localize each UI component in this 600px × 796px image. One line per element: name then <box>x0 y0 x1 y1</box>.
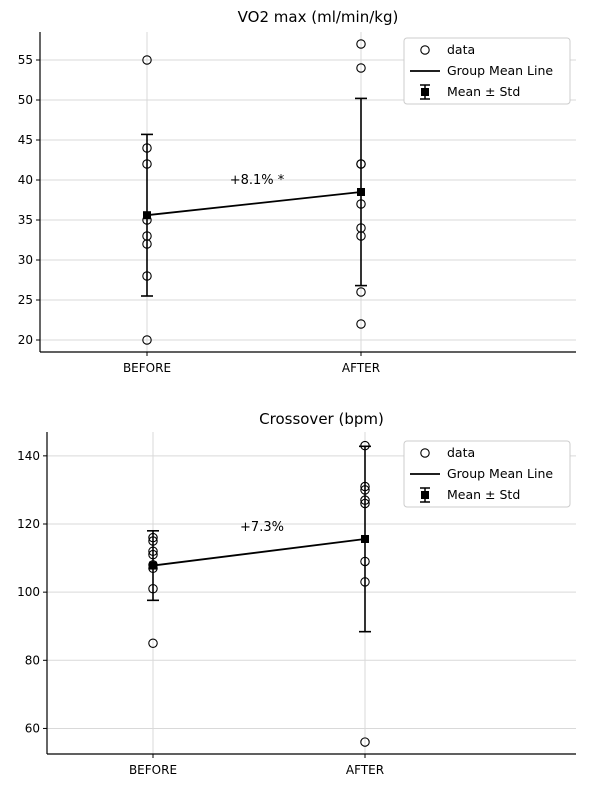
data-point <box>356 39 366 49</box>
mean-marker <box>357 188 365 196</box>
data-point <box>356 319 366 329</box>
chart-title: Crossover (bpm) <box>259 410 384 428</box>
y-tick-label: 50 <box>18 93 33 107</box>
x-tick-label: BEFORE <box>123 361 171 375</box>
legend-label: data <box>447 445 475 460</box>
legend-box <box>403 37 571 105</box>
y-tick-label: 140 <box>17 449 40 463</box>
vo2max-chart: VO2 max (ml/min/kg) 20 25 30 35 40 45 50 55 BEFOR… <box>18 8 576 375</box>
percent-change-annotation: +8.1% * <box>230 173 285 188</box>
data-point <box>360 737 370 747</box>
x-tick-label: BEFORE <box>129 763 177 777</box>
legend-label: data <box>447 42 475 57</box>
y-tick-label: 40 <box>18 173 33 187</box>
legend-mean-symbol <box>421 88 429 96</box>
mean-marker <box>149 561 157 570</box>
percent-change-annotation: +7.3% <box>240 520 284 535</box>
y-tick-label: 25 <box>18 293 33 307</box>
y-tick-label: 30 <box>18 253 33 267</box>
legend-box <box>403 440 571 508</box>
legend-mean-symbol <box>421 491 429 499</box>
x-tick-label: AFTER <box>346 763 384 777</box>
data-point <box>356 287 366 297</box>
legend-data-symbol <box>420 45 430 55</box>
data-point <box>356 63 366 73</box>
mean-marker <box>361 534 369 543</box>
legend: data Group Mean Line Mean ± Std <box>403 37 571 105</box>
y-tick-label: 45 <box>18 133 33 147</box>
legend-label: Mean ± Std <box>447 84 520 99</box>
y-tick-label: 120 <box>17 517 40 531</box>
data-point <box>142 335 152 345</box>
mean-marker <box>143 211 151 220</box>
y-tick-label: 35 <box>18 213 33 227</box>
legend-label: Group Mean Line <box>447 63 553 78</box>
y-tick-label: 80 <box>25 653 40 667</box>
crossover-chart: Crossover (bpm) 60 80 100 120 140 BEFORE AFTER +… <box>17 410 576 777</box>
chart-title: VO2 max (ml/min/kg) <box>238 8 399 26</box>
group-mean-line <box>152 538 366 567</box>
legend-data-symbol <box>420 448 430 458</box>
y-tick-label: 60 <box>25 721 40 735</box>
legend-label: Group Mean Line <box>447 466 553 481</box>
legend: data Group Mean Line Mean ± Std <box>403 440 571 508</box>
y-tick-label: 100 <box>17 585 40 599</box>
legend-label: Mean ± Std <box>447 487 520 502</box>
y-tick-label: 55 <box>18 53 33 67</box>
data-point <box>148 638 158 649</box>
data-point <box>142 55 152 65</box>
x-tick-label: AFTER <box>342 361 380 375</box>
group-mean-line <box>146 191 362 217</box>
y-tick-label: 20 <box>18 333 33 347</box>
